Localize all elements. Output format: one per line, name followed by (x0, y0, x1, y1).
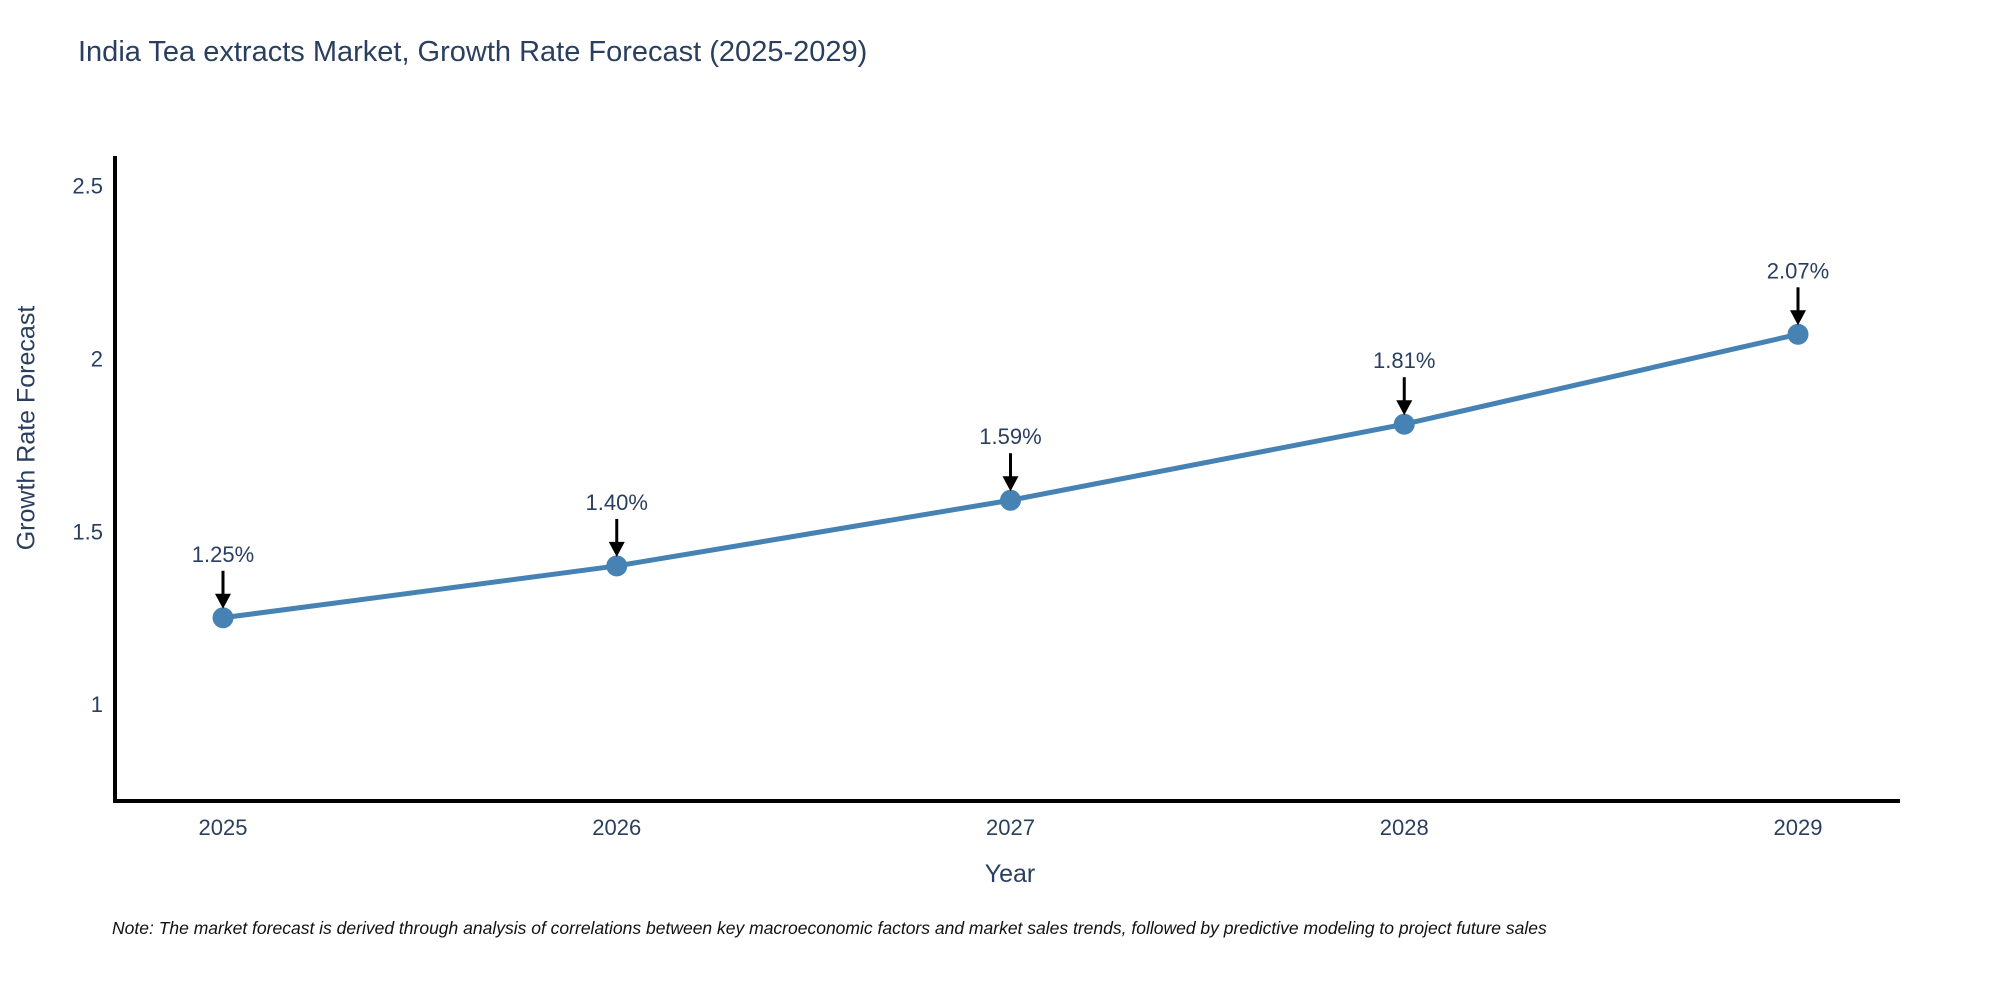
data-point-2026 (606, 555, 628, 577)
x-axis-title: Year (984, 860, 1036, 888)
data-point-label: 1.40% (586, 490, 648, 515)
chart-title: India Tea extracts Market, Growth Rate F… (78, 36, 868, 68)
data-point-label: 2.07% (1767, 258, 1829, 283)
x-tick-label: 2027 (986, 815, 1035, 840)
data-point-label: 1.59% (979, 424, 1041, 449)
annotation-arrowhead-icon (1002, 476, 1019, 492)
annotation-arrowhead-icon (215, 593, 231, 609)
data-point-2029 (1787, 323, 1809, 345)
footnote: Note: The market forecast is derived thr… (112, 918, 1547, 938)
y-tick-label: 2 (91, 347, 103, 372)
x-tick-label: 2028 (1380, 815, 1429, 840)
data-point-2027 (1000, 489, 1021, 511)
y-axis-title: Growth Rate Forecast (12, 305, 41, 551)
y-tick-label: 1.5 (72, 519, 103, 544)
annotation-arrowhead-icon (1396, 400, 1413, 416)
data-point-label: 1.25% (192, 542, 254, 567)
x-tick-label: 2029 (1774, 815, 1823, 840)
x-tick-label: 2025 (199, 815, 248, 840)
annotation-arrowhead-icon (1790, 310, 1806, 326)
annotation-arrowhead-icon (608, 541, 625, 557)
y-tick-label: 2.5 (72, 174, 103, 199)
y-tick-label: 1 (91, 692, 103, 717)
x-tick-label: 2026 (592, 815, 641, 840)
data-point-label: 1.81% (1373, 348, 1435, 373)
data-point-2028 (1393, 413, 1415, 435)
data-point-2025 (212, 607, 234, 629)
